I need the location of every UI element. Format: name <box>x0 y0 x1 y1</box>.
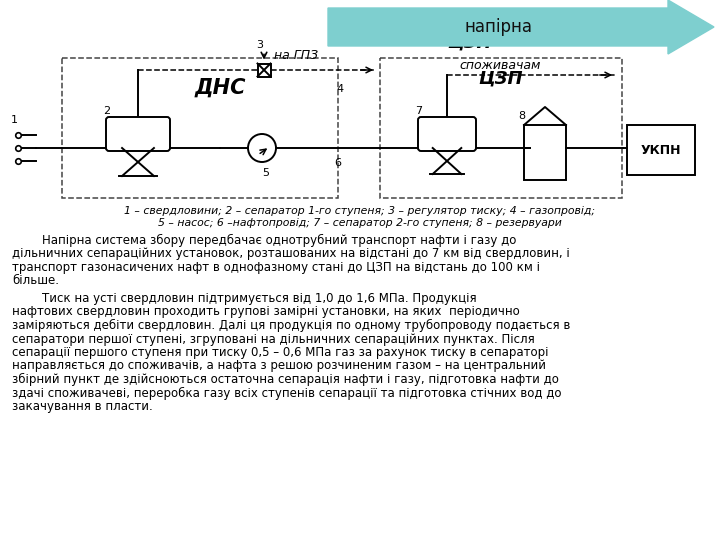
Text: здачі споживачеві, переробка газу всіх ступенів сепарації та підготовка стічних : здачі споживачеві, переробка газу всіх с… <box>12 387 562 400</box>
Bar <box>524 125 566 180</box>
Text: 3: 3 <box>256 39 264 50</box>
Text: 4: 4 <box>336 84 343 94</box>
Text: 7: 7 <box>415 106 423 116</box>
Text: більше.: більше. <box>12 274 59 287</box>
Text: 5 – насос; 6 –нафтопровід; 7 – сепаратор 2-го ступеня; 8 – резервуари: 5 – насос; 6 –нафтопровід; 7 – сепаратор… <box>158 218 562 228</box>
Polygon shape <box>328 0 714 54</box>
Text: напірна: напірна <box>464 18 532 36</box>
Text: УКПН: УКПН <box>641 144 681 157</box>
Bar <box>627 125 695 175</box>
Text: збірний пункт де здійсноються остаточна сепарація нафти і газу, підготовка нафти: збірний пункт де здійсноються остаточна … <box>12 373 559 386</box>
FancyBboxPatch shape <box>106 117 170 151</box>
Bar <box>258 64 271 77</box>
Text: дільничних сепараційних установок, розташованих на відстані до 7 км від свердлов: дільничних сепараційних установок, розта… <box>12 247 570 260</box>
Text: 6: 6 <box>335 158 341 168</box>
Text: ЦЗП: ЦЗП <box>448 34 492 52</box>
Text: закачування в пласти.: закачування в пласти. <box>12 400 153 413</box>
Text: нафтових свердловин проходить групові замірні установки, на яких  періодично: нафтових свердловин проходить групові за… <box>12 306 520 319</box>
Text: 1 – свердловини; 2 – сепаратор 1-го ступеня; 3 – регулятор тиску; 4 – газопровід: 1 – свердловини; 2 – сепаратор 1-го ступ… <box>125 206 595 216</box>
Text: сепарації першого ступеня при тиску 0,5 – 0,6 МПа газ за рахунок тиску в сепарат: сепарації першого ступеня при тиску 0,5 … <box>12 346 549 359</box>
Text: ДНС: ДНС <box>194 78 246 98</box>
Text: сепаратори першої ступені, згруповані на дільничних сепараційних пунктах. Після: сепаратори першої ступені, згруповані на… <box>12 333 535 346</box>
Text: транспорт газонасичених нафт в однофазному стані до ЦЗП на відстань до 100 км і: транспорт газонасичених нафт в однофазно… <box>12 261 540 274</box>
Text: 2: 2 <box>104 106 111 116</box>
Text: 8: 8 <box>518 111 526 121</box>
Text: Напірна система збору передбачає однотрубний транспорт нафти і газу до: Напірна система збору передбачає однотру… <box>12 234 516 247</box>
Text: споживачам: споживачам <box>459 59 541 72</box>
Text: ЦЗП: ЦЗП <box>479 70 523 88</box>
Text: на ГПЗ: на ГПЗ <box>274 49 319 62</box>
Text: 5: 5 <box>263 168 269 178</box>
Text: Тиск на усті свердловин підтримується від 1,0 до 1,6 МПа. Продукція: Тиск на усті свердловин підтримується ві… <box>12 292 477 305</box>
Text: направляється до споживачів, а нафта з решою розчиненим газом – на центральний: направляється до споживачів, а нафта з р… <box>12 360 546 373</box>
Text: заміряються дебіти свердловин. Далі ця продукція по одному трубопроводу подаєтьс: заміряються дебіти свердловин. Далі ця п… <box>12 319 570 332</box>
FancyBboxPatch shape <box>418 117 476 151</box>
Text: 1: 1 <box>11 115 17 125</box>
